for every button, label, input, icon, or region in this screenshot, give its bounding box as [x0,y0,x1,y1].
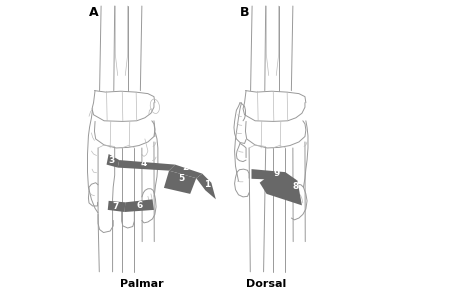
Polygon shape [164,171,196,194]
Text: 5: 5 [178,174,184,183]
Text: 2: 2 [182,162,189,172]
Polygon shape [196,174,216,199]
Text: B: B [240,6,249,19]
Polygon shape [125,199,154,212]
Text: 6: 6 [137,201,143,210]
Text: Dorsal: Dorsal [246,279,286,289]
Text: 9: 9 [273,169,280,178]
Polygon shape [260,172,302,205]
Polygon shape [252,169,297,181]
Text: 1: 1 [204,180,210,189]
Polygon shape [107,154,119,168]
Text: 7: 7 [112,202,119,211]
Text: 8: 8 [292,182,299,191]
Text: Palmar: Palmar [120,279,164,289]
Polygon shape [108,201,125,212]
Text: 4: 4 [140,159,146,168]
Text: 3: 3 [109,156,115,165]
Polygon shape [118,160,175,171]
Text: A: A [89,6,99,19]
Polygon shape [169,165,202,178]
